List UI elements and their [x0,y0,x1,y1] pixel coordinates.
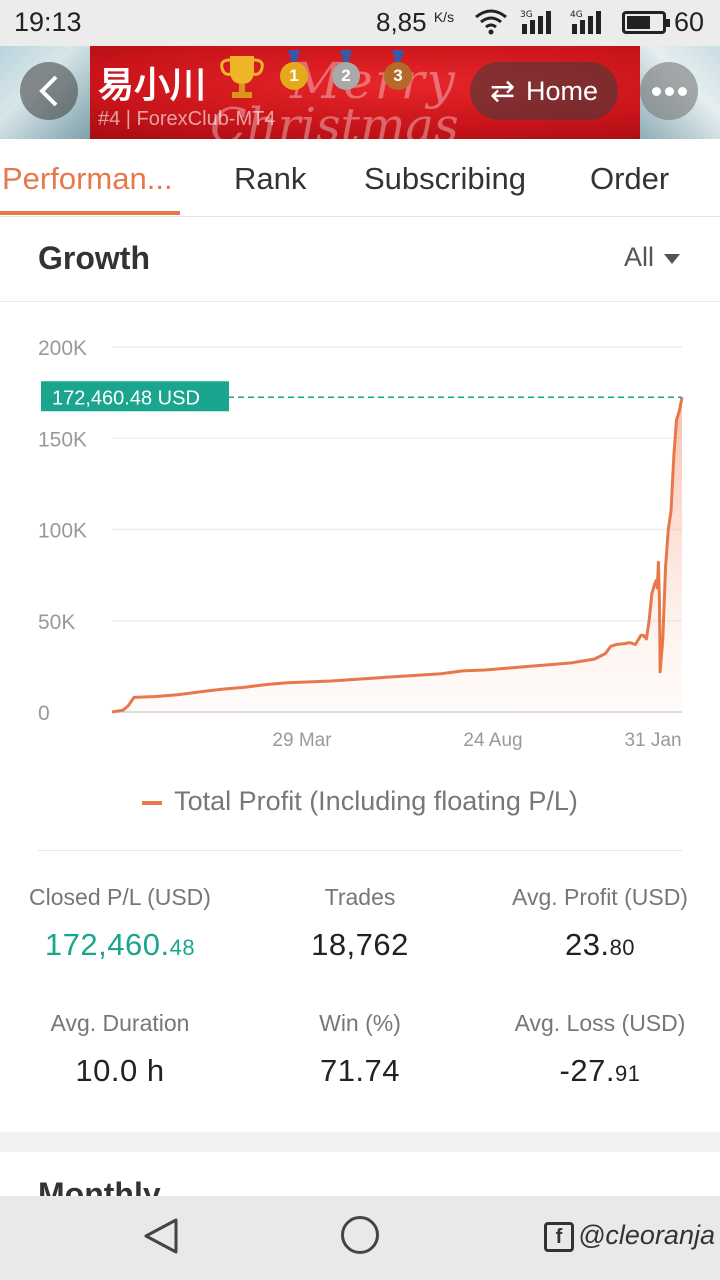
profit-line [111,397,684,714]
y-tick-label: 100K [38,520,87,543]
growth-section-header: Growth All [0,218,720,302]
stat-closed-pl: Closed P/L (USD) 172,460.48 [0,884,240,963]
bronze-medal-icon: 3 [384,62,412,90]
signal-4g-icon: 4G [570,10,601,34]
caret-down-icon [664,253,681,264]
stat-value: 10.0 h [75,1053,165,1088]
stat-value: 18,762 [311,927,409,962]
wifi-icon [475,9,507,35]
divider [38,850,682,851]
stat-value: 172,460.48 [44,927,196,962]
more-dot-icon [652,87,661,96]
swap-arrows-icon: ⇄ [490,75,516,108]
home-button-label: Home [526,76,599,106]
y-tick-label: 200K [38,337,87,360]
svg-text:4G: 4G [570,10,583,20]
tab-order[interactable]: Order [590,161,670,196]
more-button[interactable] [640,62,698,120]
gold-medal-icon: 1 [280,62,308,90]
banner-text-2: Christmas [210,98,459,139]
y-tick-label: 50K [38,611,75,634]
chart-legend: Total Profit (Including floating P/L) [0,786,720,817]
stat-label: Avg. Loss (USD) [514,1010,686,1036]
x-axis: 29 Mar 24 Aug 31 Jan [272,730,681,751]
y-tick-label: 0 [38,702,50,725]
stat-value: -27.91 [559,1053,641,1088]
legend-label: Total Profit (Including floating P/L) [174,786,578,816]
stat-label: Trades [324,884,396,910]
back-button[interactable] [20,62,78,120]
tab-rank[interactable]: Rank [234,161,307,196]
legend-swatch [142,800,163,805]
nav-home-icon[interactable] [341,1216,379,1254]
stat-win-rate: Win (%) 71.74 [240,1010,480,1089]
status-time: 19:13 [14,7,82,37]
silver-medal-icon: 2 [332,62,360,90]
current-value-label: 172,460.48 USD [52,387,200,409]
watermark: f @cleoranja [544,1220,715,1252]
trader-subtitle: #4 | ForexClub-MT4 [98,108,276,130]
stat-value: 71.74 [319,1053,401,1088]
y-tick-label: 150K [38,428,87,451]
x-tick-label: 31 Jan [624,730,681,751]
trader-header: Merry Christmas 易小川 1 2 3 #4 | ForexClub… [0,46,720,139]
tab-subscribing[interactable]: Subscribing [364,161,526,196]
current-value-badge [41,381,229,412]
stat-label: Win (%) [319,1010,401,1036]
stat-label: Avg. Duration [50,1010,190,1036]
status-bar: 19:13 8,85 K/s 3G 4G 60 [0,0,720,46]
x-tick-label: 29 Mar [272,730,332,751]
growth-title: Growth [38,240,150,276]
nav-back-icon[interactable] [142,1216,180,1256]
banner-text: Merry [290,52,457,110]
tab-bar: Performan... Rank Subscribing Order [0,139,720,217]
home-button[interactable]: ⇄ Home [470,62,618,120]
signal-3g-icon: 3G [520,10,551,34]
stat-value: 23.80 [564,927,636,962]
stat-avg-profit: Avg. Profit (USD) 23.80 [480,884,720,963]
growth-range-dropdown[interactable]: All [624,242,681,273]
stat-label: Closed P/L (USD) [29,884,211,910]
system-nav-bar: f @cleoranja [0,1196,720,1280]
more-dot-icon [678,87,687,96]
profit-area [112,397,682,712]
stat-avg-duration: Avg. Duration 10.0 h [0,1010,240,1089]
trader-name: 易小川 [98,64,207,105]
tab-active-indicator [0,211,180,215]
stat-avg-loss: Avg. Loss (USD) -27.91 [480,1010,720,1089]
tab-performance[interactable]: Performan... [2,161,173,196]
more-dot-icon [665,87,674,96]
growth-chart: 200K 150K 100K 50K 0 29 Mar 24 Aug 31 Jan 172,… [38,337,684,751]
chevron-left-icon [39,75,58,107]
network-speed: 8,85 K/s [376,7,455,37]
battery-level: 60 [674,7,705,37]
x-tick-label: 24 Aug [463,730,522,751]
stat-label: Avg. Profit (USD) [512,884,688,910]
svg-text:3G: 3G [520,10,533,20]
facebook-icon: f [544,1221,574,1252]
trophy-icon [220,56,264,98]
y-axis: 200K 150K 100K 50K 0 [38,337,87,725]
section-gap [0,1132,720,1152]
stat-trades: Trades 18,762 [240,884,480,963]
battery-icon [622,11,670,34]
